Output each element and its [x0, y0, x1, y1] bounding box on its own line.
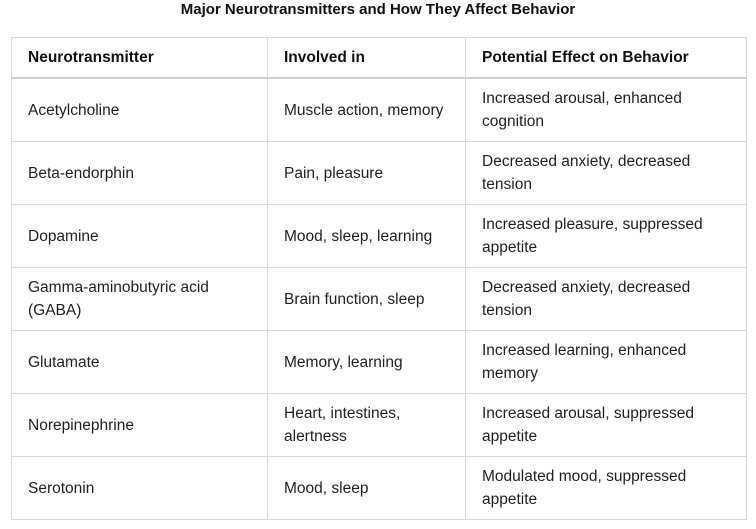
table-row: Norepinephrine Heart, intestines, alertn…: [11, 393, 747, 457]
cell-involved-in: Mood, sleep, learning: [267, 204, 466, 268]
cell-neurotransmitter: Serotonin: [11, 456, 268, 520]
cell-neurotransmitter: Acetylcholine: [11, 77, 268, 142]
cell-neurotransmitter: Norepinephrine: [11, 393, 268, 457]
header-neurotransmitter: Neurotransmitter: [11, 37, 268, 79]
table-row: Glutamate Memory, learning Increased lea…: [11, 330, 747, 394]
cell-neurotransmitter: Dopamine: [11, 204, 268, 268]
table-row: Acetylcholine Muscle action, memory Incr…: [11, 77, 747, 142]
table-row: Dopamine Mood, sleep, learning Increased…: [11, 204, 747, 268]
cell-neurotransmitter: Glutamate: [11, 330, 268, 394]
table-row: Beta-endorphin Pain, pleasure Decreased …: [11, 141, 747, 205]
cell-effect: Increased arousal, enhanced cognition: [465, 77, 747, 142]
table-row: Gamma-aminobutyric acid (GABA) Brain fun…: [11, 267, 747, 331]
cell-neurotransmitter: Beta-endorphin: [11, 141, 268, 205]
cell-involved-in: Pain, pleasure: [267, 141, 466, 205]
cell-involved-in: Brain function, sleep: [267, 267, 466, 331]
cell-effect: Increased arousal, suppressed appetite: [465, 393, 747, 457]
page-title: Major Neurotransmitters and How They Aff…: [180, 1, 576, 18]
cell-effect: Increased pleasure, suppressed appetite: [465, 204, 747, 268]
header-potential-effect: Potential Effect on Behavior: [465, 37, 747, 79]
cell-involved-in: Heart, intestines, alertness: [267, 393, 466, 457]
cell-effect: Modulated mood, suppressed appetite: [465, 456, 747, 520]
neurotransmitter-table-container: Neurotransmitter Involved in Potential E…: [11, 37, 747, 520]
neurotransmitter-table: Neurotransmitter Involved in Potential E…: [11, 37, 747, 520]
cell-involved-in: Muscle action, memory: [267, 77, 466, 142]
cell-involved-in: Memory, learning: [267, 330, 466, 394]
cell-effect: Increased learning, enhanced memory: [465, 330, 747, 394]
cell-neurotransmitter: Gamma-aminobutyric acid (GABA): [11, 267, 268, 331]
table-header-row: Neurotransmitter Involved in Potential E…: [11, 37, 747, 79]
header-involved-in: Involved in: [267, 37, 466, 79]
cell-effect: Decreased anxiety, decreased tension: [465, 141, 747, 205]
cell-effect: Decreased anxiety, decreased tension: [465, 267, 747, 331]
cell-involved-in: Mood, sleep: [267, 456, 466, 520]
table-row: Serotonin Mood, sleep Modulated mood, su…: [11, 456, 747, 520]
